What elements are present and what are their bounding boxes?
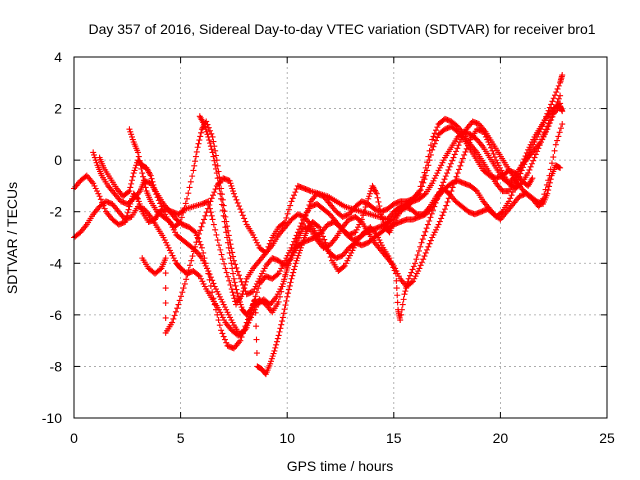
y-tick-label: -4 [50,255,63,271]
y-tick-label: -10 [42,410,62,426]
x-tick-label: 0 [70,430,78,446]
x-tick-label: 5 [177,430,185,446]
x-tick-label: 10 [279,430,295,446]
series-markers [90,92,564,352]
series-track-e [90,92,564,352]
y-tick-label: 0 [54,152,62,168]
series-track-g [96,100,564,298]
y-axis-label: SDTVAR / TECUs [4,182,20,294]
y-tick-label: 4 [54,49,62,65]
data-layer [71,72,566,378]
x-tick-label: 20 [493,430,509,446]
x-tick-label: 25 [599,430,615,446]
plot-frame [73,56,608,419]
series-track-f [196,113,564,378]
y-tick-label: -8 [50,358,63,374]
y-tick-label: 2 [54,101,62,117]
x-tick-label: 15 [386,430,402,446]
tick-layer: 0 5 10 15 20 25 -10 -8 -6 -4 -2 0 2 4 [42,49,615,446]
y-tick-label: -6 [50,307,63,323]
series-markers [96,100,564,298]
grid-layer [74,57,607,418]
chart-title: Day 357 of 2016, Sidereal Day-to-day VTE… [88,21,595,37]
series-markers [196,113,564,378]
y-tick-label: -2 [50,204,63,220]
x-axis-label: GPS time / hours [287,458,394,474]
